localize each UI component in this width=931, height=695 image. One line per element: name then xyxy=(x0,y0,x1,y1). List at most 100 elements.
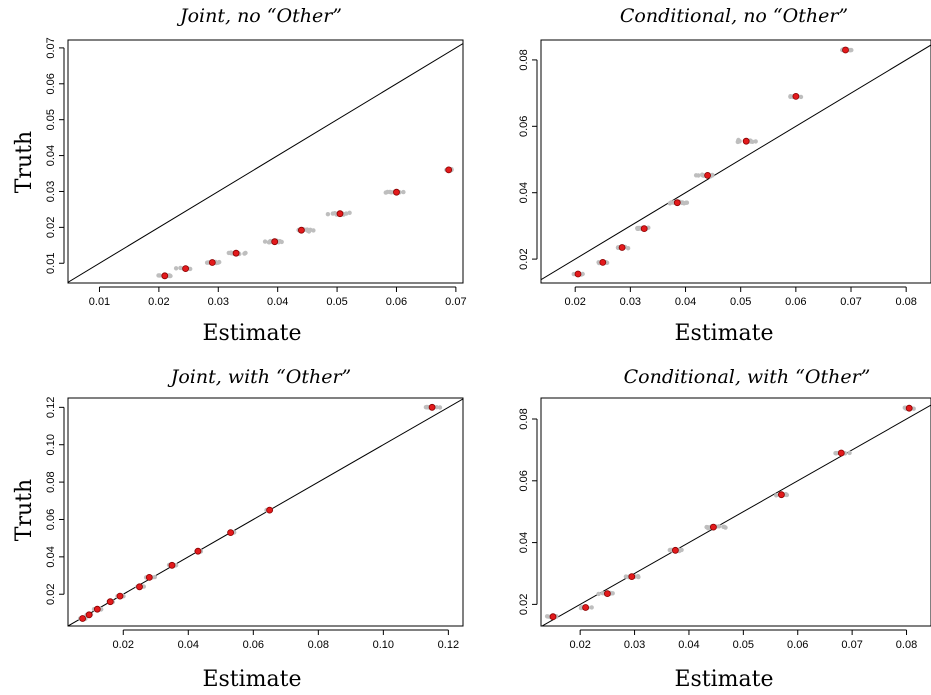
y-tick-label: 0.10 xyxy=(45,434,57,455)
simulation-point xyxy=(178,265,183,271)
simulation-point xyxy=(667,201,673,206)
simulation-point xyxy=(798,94,804,100)
x-tick-label: 0.04 xyxy=(267,296,288,308)
mean-point xyxy=(582,604,589,611)
mean-point xyxy=(271,238,279,246)
plot-frame xyxy=(540,39,931,284)
y-axis-label: Truth xyxy=(12,479,37,541)
y-tick-label: 0.07 xyxy=(45,37,57,58)
plot-area xyxy=(68,398,463,626)
x-tick-label: 0.04 xyxy=(675,296,696,308)
x-tick-label: 0.06 xyxy=(386,296,407,308)
x-tick-label: 0.12 xyxy=(438,639,459,651)
simulation-point xyxy=(753,139,758,144)
mean-point xyxy=(194,547,202,555)
y-tick-label: 0.06 xyxy=(45,73,57,94)
simulation-point xyxy=(737,139,742,144)
y-tick-label: 0.05 xyxy=(45,109,57,130)
simulation-point xyxy=(596,591,601,597)
panel-joint-no-other: Joint, no “Other” Estimate Truth 0.01 0.0… xyxy=(12,5,467,346)
simulation-point xyxy=(710,172,715,178)
x-tick-label: 0.07 xyxy=(840,296,861,308)
y-axis-label: Truth xyxy=(12,131,37,193)
simulation-point xyxy=(580,271,585,277)
x-tick-label: 0.06 xyxy=(785,296,806,308)
mean-point xyxy=(182,265,190,273)
mean-point xyxy=(673,199,681,207)
x-tick-label: 0.04 xyxy=(678,639,699,651)
simulation-point xyxy=(330,211,335,216)
simulation-point xyxy=(279,239,284,245)
x-tick-label: 0.02 xyxy=(569,639,590,651)
panel-joint-with-other: Joint, with “Other” Estimate Truth 0.02 0… xyxy=(12,366,464,692)
mean-point xyxy=(106,598,114,606)
simulation-point xyxy=(325,212,331,217)
mean-point xyxy=(837,449,845,457)
x-tick-label: 0.05 xyxy=(730,296,751,308)
x-tick-label: 0.05 xyxy=(733,639,754,651)
simulation-point xyxy=(623,574,629,579)
reference-line xyxy=(541,44,931,281)
simulation-point xyxy=(847,450,852,456)
plot-area xyxy=(68,43,463,283)
mean-point xyxy=(79,615,86,622)
simulation-point xyxy=(173,266,179,271)
plot-frame xyxy=(67,397,464,627)
mean-point xyxy=(710,523,717,531)
simulation-point xyxy=(679,547,684,553)
mean-point xyxy=(640,225,648,233)
mean-point xyxy=(85,611,93,619)
simulation-point xyxy=(774,493,779,498)
x-axis-label: Estimate xyxy=(674,667,773,692)
simulation-point xyxy=(242,251,247,256)
y-tick-label: 0.04 xyxy=(45,145,57,166)
y-tick-label: 0.06 xyxy=(518,470,530,491)
plot-area xyxy=(541,44,931,281)
panel-conditional-no-other: Conditional, no “Other” Estimate 0.02 0.0… xyxy=(518,5,931,346)
plot-frame xyxy=(540,397,931,627)
simulation-point xyxy=(636,574,641,580)
y-tick-label: 0.08 xyxy=(45,471,57,492)
simulation-point xyxy=(344,211,349,216)
mean-point xyxy=(905,404,913,412)
x-tick-label: 0.07 xyxy=(841,639,862,651)
simulation-point xyxy=(833,451,838,456)
mean-point xyxy=(428,403,436,411)
y-tick-label: 0.06 xyxy=(45,509,57,530)
x-tick-label: 0.02 xyxy=(148,296,169,308)
mean-point xyxy=(599,258,607,266)
y-tick-label: 0.12 xyxy=(45,397,57,418)
mean-point xyxy=(393,188,400,196)
panel-title: Joint, with “Other” xyxy=(167,366,352,388)
mean-point xyxy=(604,590,611,597)
y-tick-label: 0.02 xyxy=(518,594,530,615)
simulation-point xyxy=(383,190,388,195)
x-axis-label: Estimate xyxy=(202,667,301,692)
x-axis-label: Estimate xyxy=(202,321,301,346)
y-tick-label: 0.08 xyxy=(518,49,530,70)
mean-point xyxy=(628,573,636,580)
x-tick-label: 0.06 xyxy=(243,639,264,651)
mean-point xyxy=(336,210,344,218)
mean-point xyxy=(168,561,176,569)
mean-point xyxy=(297,226,305,234)
y-tick-label: 0.08 xyxy=(518,408,530,429)
mean-point xyxy=(266,506,274,514)
simulation-point xyxy=(347,210,352,215)
mean-point xyxy=(742,137,750,145)
y-tick-label: 0.03 xyxy=(45,181,57,202)
mean-point xyxy=(778,491,785,499)
simulation-point xyxy=(589,605,594,610)
simulation-point xyxy=(156,273,161,278)
mean-point xyxy=(549,613,557,621)
simulation-point xyxy=(204,260,210,265)
y-tick-label: 0.04 xyxy=(518,532,530,553)
mean-point xyxy=(161,272,169,280)
simulation-point xyxy=(716,524,722,529)
reference-line xyxy=(68,43,463,283)
simulation-point xyxy=(437,405,443,410)
y-tick-label: 0.02 xyxy=(518,248,530,269)
mean-point xyxy=(618,244,626,251)
plot-frame xyxy=(67,39,464,284)
panel-title: Conditional, with “Other” xyxy=(624,366,871,388)
